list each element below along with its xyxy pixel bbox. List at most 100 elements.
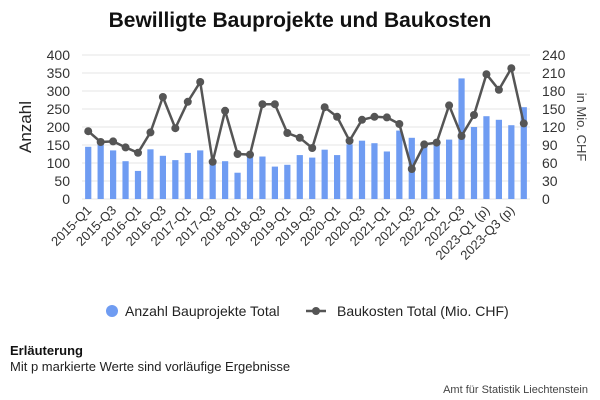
y2-axis-label: in Mio. CHF: [574, 93, 589, 162]
line-point: [109, 137, 118, 146]
legend-line-label: Baukosten Total (Mio. CHF): [337, 303, 509, 319]
y-tick-label: 350: [47, 65, 71, 81]
line-point: [121, 143, 130, 152]
line-point: [258, 100, 267, 109]
line-point: [432, 138, 441, 147]
line-series: [84, 64, 528, 173]
bar: [134, 170, 142, 199]
line-point: [183, 97, 192, 106]
y-tick-label: 200: [47, 119, 71, 135]
bar: [358, 140, 366, 199]
bar: [495, 119, 502, 199]
note-text: Mit p markierte Werte sind vorläufige Er…: [10, 359, 291, 374]
source-credit: Amt für Statistik Liechtenstein: [443, 384, 588, 396]
bar: [284, 164, 291, 199]
x-axis-ticks: 2015-Q12015-Q32016-Q12016-Q32017-Q12017-…: [48, 203, 517, 263]
line-point: [457, 132, 466, 140]
y-tick-label: 300: [47, 83, 71, 99]
y-axis-ticks: 0 50 100 150 200 250 300 350 400: [47, 47, 71, 207]
y-tick-label: 150: [47, 137, 71, 153]
line-point: [233, 150, 242, 158]
legend-bar-label: Anzahl Bauprojekte Total: [125, 303, 280, 319]
line-point: [445, 101, 454, 110]
bar: [147, 149, 154, 199]
bar: [172, 160, 179, 199]
bar: [421, 145, 428, 199]
line-point: [395, 120, 404, 128]
line-point: [507, 64, 516, 73]
line-point: [270, 100, 279, 109]
bar: [470, 127, 478, 199]
line-point: [519, 119, 528, 128]
line-point: [494, 85, 503, 94]
y2-tick-label: 60: [542, 155, 558, 171]
bar: [222, 161, 229, 199]
line-point: [320, 103, 329, 112]
bar: [209, 161, 216, 199]
line-point: [134, 148, 142, 157]
bar: [371, 143, 378, 199]
line-point: [246, 150, 254, 159]
y-tick-label: 250: [47, 101, 71, 117]
y2-tick-label: 240: [542, 47, 566, 63]
legend: Anzahl Bauprojekte Total Baukosten Total…: [106, 303, 509, 319]
line-point: [370, 112, 379, 121]
line-point: [208, 157, 217, 166]
line-point: [358, 115, 366, 124]
line-point: [482, 70, 491, 79]
note-title: Erläuterung: [10, 343, 83, 358]
line-point: [308, 144, 317, 152]
y2-tick-label: 210: [542, 65, 566, 81]
bar: [383, 151, 390, 199]
series-line: [87, 66, 525, 171]
bar: [483, 116, 490, 199]
bar: [246, 154, 254, 199]
bar: [433, 145, 440, 199]
line-point: [295, 133, 304, 142]
bar: [508, 125, 515, 199]
y2-tick-label: 150: [542, 101, 566, 117]
y2-tick-label: 120: [542, 119, 566, 135]
line-point: [146, 128, 155, 137]
bar: [271, 166, 278, 199]
line-point: [420, 140, 429, 149]
line-point: [283, 129, 292, 137]
line-point: [84, 127, 93, 136]
line-point: [470, 111, 478, 119]
y-tick-label: 400: [47, 47, 71, 63]
line-point: [196, 78, 205, 86]
bar: [159, 155, 166, 199]
bar: [396, 130, 403, 199]
bar: [122, 161, 129, 199]
line-point: [345, 136, 354, 145]
bar-series: [85, 78, 527, 199]
y-axis-label: Anzahl: [16, 101, 35, 153]
y-tick-label: 100: [47, 155, 71, 171]
bar: [334, 155, 341, 199]
legend-bar-swatch: [106, 305, 118, 317]
line-point: [333, 112, 342, 121]
chart-title: Bewilligte Bauprojekte und Baukosten: [109, 9, 492, 32]
bar: [259, 156, 266, 199]
y2-tick-label: 30: [542, 173, 558, 189]
bar: [85, 146, 92, 199]
bar: [321, 149, 328, 199]
y-tick-label: 0: [62, 191, 70, 207]
line-point: [407, 165, 416, 173]
grid: [82, 54, 530, 200]
bar: [97, 143, 104, 199]
y2-tick-label: 0: [542, 191, 550, 207]
line-point: [382, 113, 391, 122]
bar: [234, 172, 241, 199]
bar: [346, 144, 353, 199]
bar: [197, 150, 204, 199]
y2-tick-label: 180: [542, 83, 566, 99]
bar: [520, 107, 527, 199]
y2-axis-ticks: 0 30 60 90 120 150 180 210 240: [542, 47, 566, 207]
bar: [446, 139, 453, 199]
bar: [110, 150, 117, 199]
legend-line-marker: [312, 307, 320, 315]
line-point: [171, 124, 180, 133]
y2-tick-label: 90: [542, 137, 558, 153]
